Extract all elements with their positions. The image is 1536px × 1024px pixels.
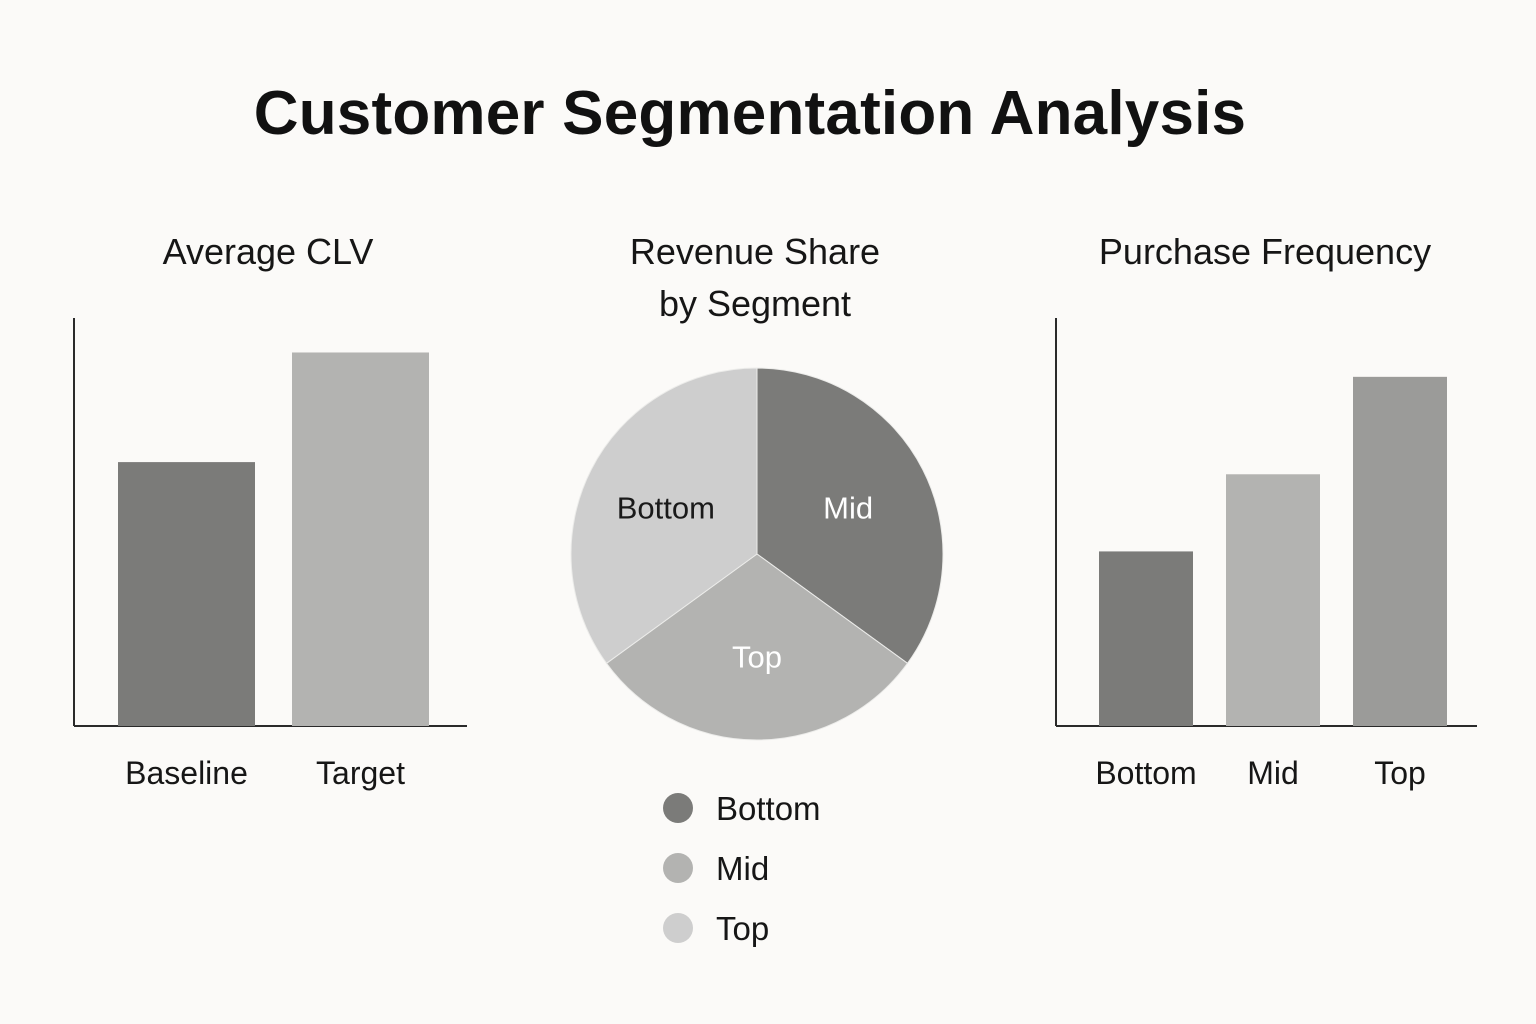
pie-slice-label-mid: Mid <box>823 491 873 526</box>
main-title: Customer Segmentation Analysis <box>253 79 1247 148</box>
x-tick-label-bottom: Bottom <box>1095 755 1196 791</box>
x-tick-label-baseline: Baseline <box>125 755 248 791</box>
x-tick-label-mid: Mid <box>1247 755 1299 791</box>
clv-chart-title: Average CLV <box>162 231 374 272</box>
bar-target <box>292 352 429 726</box>
x-tick-label-top: Top <box>1374 755 1426 791</box>
pie-title-line-2: by Segment <box>658 283 852 324</box>
pie-chart-title: Revenue Share by Segment <box>555 226 955 330</box>
legend-swatch-mid <box>663 853 693 883</box>
frequency-chart-title: Purchase Frequency <box>1098 231 1432 272</box>
frequency-bar-chart: Bottom Mid Top <box>1055 318 1477 791</box>
pie-slice-label-top: Top <box>732 639 782 674</box>
pie-title-line-1: Revenue Share <box>629 231 881 272</box>
bar-bottom <box>1099 551 1193 726</box>
legend-label-mid: Mid <box>716 850 769 887</box>
x-tick-label-target: Target <box>316 755 405 791</box>
pie-legend: Bottom Mid Top <box>663 790 821 947</box>
bar-top <box>1353 376 1447 726</box>
bar-mid <box>1226 474 1320 726</box>
pie-slice-label-bottom: Bottom <box>617 491 715 526</box>
clv-bar-chart: Baseline Target <box>73 318 467 791</box>
revenue-pie-chart: Mid Top Bottom <box>570 367 944 741</box>
pie-slice-top <box>605 553 909 741</box>
legend-label-bottom: Bottom <box>716 790 821 827</box>
legend-swatch-top <box>663 913 693 943</box>
bar-baseline <box>118 462 255 726</box>
pie-slice-bottom <box>570 367 758 665</box>
pie-slice-mid <box>756 367 944 665</box>
legend-label-top: Top <box>716 910 769 947</box>
legend-swatch-bottom <box>663 793 693 823</box>
